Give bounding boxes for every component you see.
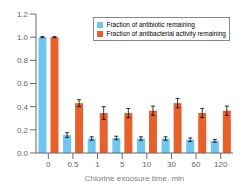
svg-text:0.6: 0.6: [17, 79, 29, 88]
svg-text:120: 120: [214, 160, 228, 169]
svg-text:0.2: 0.2: [17, 126, 29, 135]
svg-text:1: 1: [95, 160, 100, 169]
svg-text:0.8: 0.8: [17, 56, 29, 65]
svg-text:30: 30: [167, 160, 176, 169]
svg-text:1.0: 1.0: [17, 33, 29, 42]
svg-text:1.2: 1.2: [17, 10, 29, 19]
svg-text:0.4: 0.4: [17, 103, 29, 112]
svg-text:0.0: 0.0: [17, 149, 29, 158]
html-text:Fraction of antibacterial acti: Fraction of antibacterial activity remai…: [106, 30, 226, 37]
html-text:Fraction of antibiotic remaini: Fraction of antibiotic remaining: [106, 21, 195, 28]
svg-text:0.5: 0.5: [67, 160, 79, 169]
svg-text:5: 5: [120, 160, 125, 169]
svg-text:0: 0: [46, 160, 51, 169]
svg-text:Chlorine exposure time, min: Chlorine exposure time, min: [85, 174, 185, 181]
svg-text:60: 60: [192, 160, 201, 169]
svg-text:10: 10: [142, 160, 151, 169]
